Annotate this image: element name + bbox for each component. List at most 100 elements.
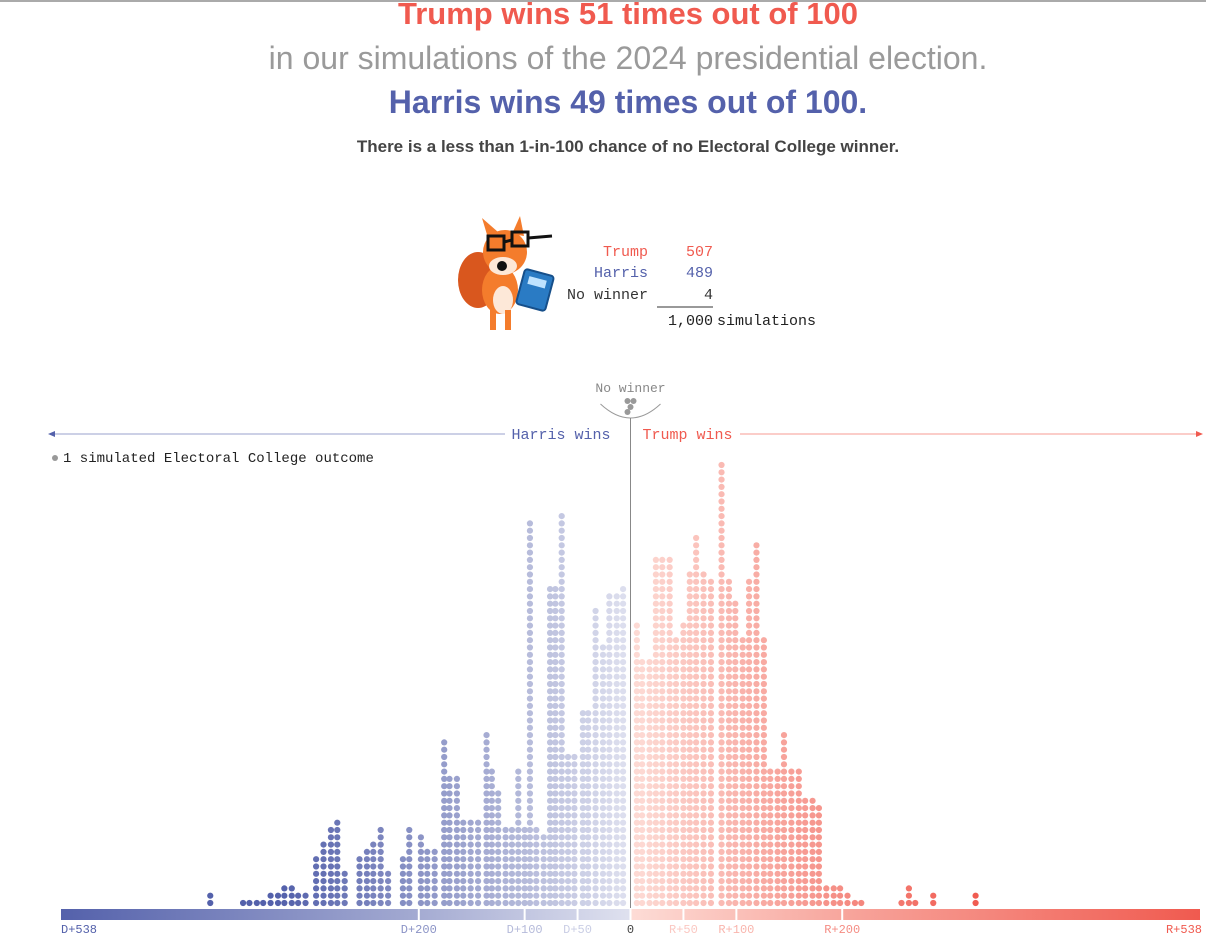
outcome-dot <box>341 870 348 877</box>
outcome-dot <box>802 848 809 856</box>
outcome-dot <box>552 724 559 731</box>
outcome-dot <box>718 483 725 490</box>
outcome-dot <box>693 848 700 856</box>
outcome-dot <box>672 768 680 775</box>
outcome-dot <box>446 805 453 812</box>
outcome-dot <box>739 841 746 848</box>
outcome-dot <box>599 666 607 673</box>
outcome-dot <box>483 790 490 797</box>
outcome-dot <box>441 834 448 841</box>
outcome-dot <box>579 812 586 819</box>
outcome-dot <box>686 659 693 666</box>
outcome-dot <box>552 783 559 790</box>
outcome-dot <box>700 841 707 848</box>
outcome-dot <box>700 593 707 600</box>
note: There is a less than 1-in-100 chance of … <box>357 137 899 156</box>
outcome-dot <box>488 775 495 783</box>
outcome-dot <box>592 863 599 870</box>
outcome-dot <box>533 841 540 848</box>
outcome-dot <box>571 863 578 870</box>
outcome-dot <box>659 768 666 775</box>
outcome-dot <box>639 899 646 907</box>
outcome-dot <box>780 892 788 899</box>
outcome-dot <box>579 739 586 746</box>
outcome-dot <box>533 878 540 885</box>
outcome-dot <box>725 732 733 739</box>
outcome-dot <box>613 797 620 804</box>
outcome-dot <box>341 899 348 907</box>
outcome-dot <box>659 841 666 848</box>
outcome-dot <box>693 622 700 629</box>
outcome-dot <box>483 768 490 775</box>
outcome-dot <box>686 892 693 899</box>
outcome-dot <box>753 629 760 637</box>
outcome-dot <box>406 863 413 870</box>
outcome-dot <box>693 651 700 658</box>
outcome-dot <box>406 834 413 841</box>
outcome-dot <box>579 768 586 775</box>
outcome-dot <box>508 826 516 834</box>
outcome-dot <box>760 775 767 783</box>
outcome-dot <box>686 819 693 826</box>
outcome-dot <box>774 878 781 885</box>
outcome-dot <box>767 885 774 892</box>
outcome-dot <box>515 775 522 783</box>
outcome-dot <box>760 710 767 717</box>
outcome-dot <box>700 688 707 695</box>
outcome-dot <box>780 768 788 775</box>
outcome-dot <box>646 885 653 892</box>
outcome-dot <box>526 746 534 753</box>
outcome-dot <box>905 885 912 892</box>
outcome-dot <box>686 637 693 644</box>
outcome-dot <box>732 615 739 622</box>
outcome-dot <box>579 797 586 804</box>
outcome-dot <box>571 826 578 834</box>
outcome-dot <box>599 826 607 834</box>
outcome-dot <box>467 870 474 877</box>
outcome-dot <box>521 841 528 848</box>
outcome-dot <box>788 863 795 870</box>
outcome-dot <box>725 702 733 710</box>
outcome-dot <box>700 892 707 899</box>
outcome-dot <box>732 629 739 637</box>
outcome-dot <box>558 870 565 877</box>
outcome-dot <box>788 899 795 907</box>
outcome-dot <box>672 856 680 863</box>
outcome-dot <box>725 775 733 783</box>
x-tick-label: D+200 <box>401 923 437 937</box>
outcome-dot <box>760 644 767 651</box>
outcome-dot <box>488 790 495 797</box>
outcome-dot <box>526 885 534 892</box>
outcome-dot <box>327 885 335 892</box>
outcome-dot <box>739 637 746 644</box>
outcome-dot <box>526 826 534 834</box>
outcome-dot <box>659 571 666 578</box>
outcome-dot <box>558 578 565 585</box>
outcome-dot <box>830 885 837 892</box>
outcome-dot <box>552 680 559 688</box>
outcome-dot <box>613 812 620 819</box>
outcome-dot <box>515 819 522 826</box>
outcome-dot <box>474 856 482 863</box>
outcome-dot <box>718 571 725 578</box>
outcome-dot <box>467 826 474 834</box>
outcome-dot <box>732 673 739 680</box>
outcome-dot <box>753 651 760 658</box>
outcome-dot <box>546 870 554 877</box>
outcome-dot <box>515 812 522 819</box>
outcome-dot <box>802 819 809 826</box>
outcome-dot <box>592 753 599 761</box>
outcome-dot <box>767 899 774 907</box>
outcome-dot <box>767 819 774 826</box>
outcome-dot <box>424 885 431 892</box>
outcome-dot <box>515 797 522 804</box>
outcome-dot <box>666 863 673 870</box>
outcome-dot <box>718 527 725 534</box>
outcome-dot <box>707 768 715 775</box>
outcome-dot <box>474 863 482 870</box>
outcome-dot <box>639 739 646 746</box>
outcome-dot <box>526 732 534 739</box>
outcome-dot <box>666 593 673 600</box>
outcome-dot <box>540 899 547 907</box>
outcome-dot <box>483 746 490 753</box>
